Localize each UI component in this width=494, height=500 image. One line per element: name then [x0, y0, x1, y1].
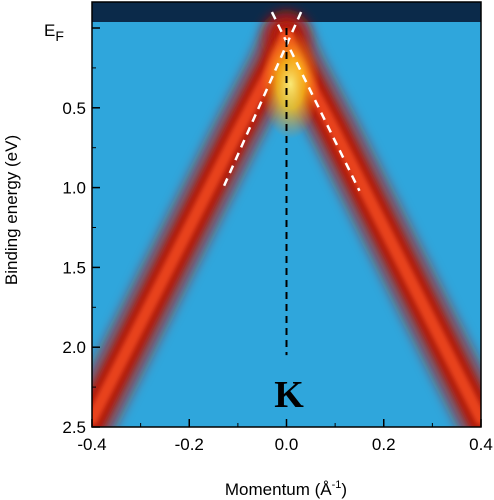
- y-tick-label: 2.5: [62, 418, 86, 437]
- x-axis-title-end: ): [341, 480, 347, 499]
- x-tick-label: 0.4: [469, 435, 493, 454]
- x-tick-label: -0.4: [77, 435, 106, 454]
- above-fermi-region: [92, 2, 481, 22]
- x-tick-label: 0.0: [275, 435, 299, 454]
- x-axis-title-main: Momentum (Å: [225, 480, 332, 499]
- fermi-level-label: EF: [44, 21, 64, 44]
- plot-area: [92, 2, 481, 427]
- x-axis-title-sup: -1: [332, 479, 342, 491]
- y-tick-label: 1.5: [62, 258, 86, 277]
- x-tick-label: 0.2: [372, 435, 396, 454]
- fermi-level-subscript: F: [55, 28, 64, 44]
- x-ticks: -0.4 -0.2 0.0 0.2 0.4: [77, 419, 493, 454]
- guide-line-left: [222, 11, 303, 189]
- y-ticks: 0.5 1.0 1.5 2.0 2.5: [62, 27, 100, 437]
- y-tick-label: 2.0: [62, 338, 86, 357]
- dirac-point-hotspot: [260, 28, 321, 139]
- x-tick-label: -0.2: [175, 435, 204, 454]
- k-point-label: K: [274, 374, 304, 416]
- x-axis-title: Momentum (Å-1): [225, 479, 347, 499]
- y-axis-title: Binding energy (eV): [2, 135, 21, 285]
- y-tick-label: 1.0: [62, 179, 86, 198]
- y-tick-label: 0.5: [62, 99, 86, 118]
